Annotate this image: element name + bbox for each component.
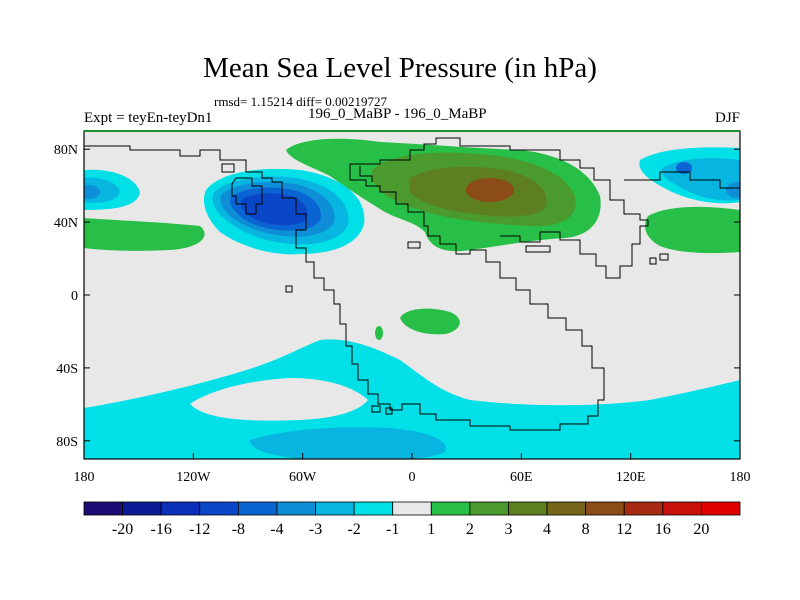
colorbar-label: -16 [151,521,172,538]
latitude-axis: 80N 40N 0 40S 80S [54,143,740,450]
continent-outline [84,137,649,431]
colorbar-swatch [430,501,471,516]
southern-ocean-negative-band [84,339,740,459]
colorbar-swatch [353,501,394,516]
colorbar-swatch [160,501,201,516]
arctic-darkblue-dot [676,162,692,174]
lon-tick-label: 180 [74,470,95,485]
colorbar-swatch [662,501,702,516]
island-small-4 [649,257,657,265]
island-small-1 [221,163,235,173]
colorbar-label: 20 [693,521,709,538]
chart-title: Mean Sea Level Pressure (in hPa) [203,52,597,84]
lat-tick-label: 80N [54,143,78,158]
colorbar-label: 8 [582,521,590,538]
colorbar-label: -3 [309,521,322,538]
colorbar-swatch [585,501,625,516]
colorbar-label: -1 [386,521,399,538]
colorbar-swatch [315,501,355,516]
colorbar: -20 -16 -12 -8 -4 -3 -2 -1 1 2 3 4 8 12 16 20 [83,501,741,538]
colorbar-swatch [623,501,664,516]
lat-tick-label: 40N [54,216,78,231]
colorbar-swatch [122,501,162,516]
colorbar-label: -20 [112,521,133,538]
island-small-8 [385,407,393,415]
colorbar-label: 1 [427,521,435,538]
colorbar-label: -12 [189,521,210,538]
island-small-5 [659,253,669,261]
arctic-blue-dot-right [726,182,740,198]
colorbar-swatch [199,501,239,516]
lon-tick-label: 60E [510,470,533,485]
east-asia-coast-outline [624,171,740,189]
island-small-6 [407,241,421,249]
colorbar-label: -8 [232,521,245,538]
colorbar-swatch [237,501,278,516]
longitude-axis: 180 120W 60W 0 60E 120E 180 [74,453,751,485]
colorbar-label: -2 [347,521,360,538]
colorbar-label: 16 [655,521,671,538]
lat-tick-label: 0 [71,289,78,304]
colorbar-swatch [392,501,432,516]
colorbar-swatch [546,501,587,516]
colorbar-label: 12 [616,521,632,538]
southern-neutral-pocket [190,378,368,421]
tropical-positive-patch [400,308,460,335]
lon-tick-label: 120W [176,470,211,485]
runs-label: 196_0_MaBP - 196_0_MaBP [308,106,487,122]
greenland-outline [231,177,263,215]
colorbar-swatch [276,501,316,516]
arctic-blue-dot-left [84,185,100,199]
lon-tick-label: 180 [730,470,751,485]
rmsd-diff-stats: rmsd= 1.15214 diff= 0.00219727 [214,94,387,109]
lon-tick-label: 120E [616,470,646,485]
colorbar-swatch [508,501,548,516]
southern-lightblue-lobe [250,427,446,459]
lon-tick-label: 60W [289,470,317,485]
island-small-7 [371,405,381,413]
colorbar-label: 2 [466,521,474,538]
island-small-2 [285,285,293,293]
colorbar-label: -4 [270,521,283,538]
colorbar-swatch [83,501,123,516]
colorbar-swatch [469,501,509,516]
colorbar-swatch [701,501,741,516]
colorbar-label: 4 [543,521,551,538]
contour-fields [84,131,740,459]
east-asia-positive-patch [645,206,740,254]
eurasian-brown-core [466,178,514,202]
north-europe-outline [359,166,373,182]
icelandic-low-darkblue [240,193,308,226]
lon-tick-label: 0 [409,470,416,485]
island-small-3 [525,245,551,253]
north-pacific-positive-patch [84,218,205,251]
experiment-label: Expt = teyEn-teyDn1 [84,110,213,126]
lat-tick-label: 80S [56,435,78,450]
season-label: DJF [714,110,740,126]
lat-tick-label: 40S [56,362,78,377]
small-green-dot [375,326,383,340]
colorbar-label: 3 [504,521,512,538]
